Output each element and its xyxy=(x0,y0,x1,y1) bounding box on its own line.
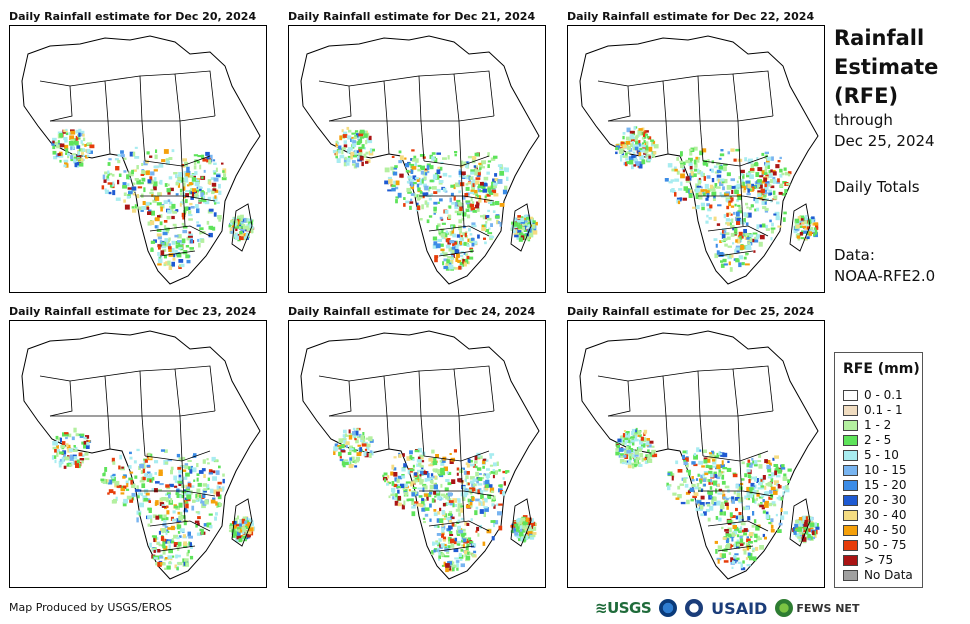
title-line-3: (RFE) xyxy=(834,84,899,108)
legend-swatch xyxy=(843,404,858,416)
end-date: Dec 25, 2024 xyxy=(834,132,935,150)
legend-label: 1 - 2 xyxy=(864,418,892,432)
data-source: NOAA-RFE2.0 xyxy=(834,267,936,285)
africa-map xyxy=(579,35,819,285)
legend-label: 30 - 40 xyxy=(864,508,907,522)
rfe-legend: RFE (mm) 0 - 0.1 0.1 - 1 1 - 2 2 - 5 5 -… xyxy=(834,352,923,588)
africa-map xyxy=(300,330,540,580)
panel-title-dec25: Daily Rainfall estimate for Dec 25, 2024 xyxy=(567,305,815,318)
legend-label: 20 - 30 xyxy=(864,493,907,507)
legend-label: 5 - 10 xyxy=(864,448,899,462)
legend-swatch xyxy=(843,569,858,581)
legend-swatch xyxy=(843,449,858,461)
data-label: Data: xyxy=(834,246,875,264)
legend-swatch xyxy=(843,389,858,401)
legend-item: 20 - 30 xyxy=(843,493,907,507)
map-credit: Map Produced by USGS/EROS xyxy=(9,601,172,614)
legend-label: > 75 xyxy=(864,553,894,567)
legend-swatch xyxy=(843,464,858,476)
legend-swatch xyxy=(843,434,858,446)
africa-map xyxy=(300,35,540,285)
through-label: through xyxy=(834,111,893,129)
rainfall-map-dec21 xyxy=(288,25,546,293)
legend-item: > 75 xyxy=(843,553,893,567)
rainfall-map-dec25 xyxy=(567,320,825,588)
usgs-logo: ≋USGS xyxy=(595,599,652,617)
usaid-logo: USAID xyxy=(711,598,768,618)
legend-item: 0 - 0.1 xyxy=(843,388,903,402)
legend-item: 5 - 10 xyxy=(843,448,899,462)
legend-item: 40 - 50 xyxy=(843,523,907,537)
africa-map xyxy=(579,330,820,580)
legend-label: 2 - 5 xyxy=(864,433,892,447)
partner-logos: ≋USGS USAID FEWS NET xyxy=(595,597,867,619)
legend-label: 50 - 75 xyxy=(864,538,907,552)
legend-swatch xyxy=(843,509,858,521)
legend-swatch xyxy=(843,554,858,566)
fews-net-logo: FEWS NET xyxy=(796,601,860,615)
legend-item: 30 - 40 xyxy=(843,508,907,522)
legend-item: No Data xyxy=(843,568,913,582)
panel-title-dec24: Daily Rainfall estimate for Dec 24, 2024 xyxy=(288,305,536,318)
legend-label: No Data xyxy=(864,568,913,582)
legend-label: 10 - 15 xyxy=(864,463,907,477)
legend-swatch xyxy=(843,479,858,491)
rainfall-map-dec24 xyxy=(288,320,546,588)
product-title: Rainfall Estimate (RFE) xyxy=(834,24,938,111)
legend-swatch xyxy=(843,494,858,506)
legend-swatch xyxy=(843,419,858,431)
legend-item: 15 - 20 xyxy=(843,478,907,492)
legend-label: 40 - 50 xyxy=(864,523,907,537)
legend-swatch xyxy=(843,524,858,536)
legend-label: 0.1 - 1 xyxy=(864,403,903,417)
panel-title-dec22: Daily Rainfall estimate for Dec 22, 2024 xyxy=(567,10,815,23)
legend-title: RFE (mm) xyxy=(843,361,920,377)
legend-item: 10 - 15 xyxy=(843,463,907,477)
rainfall-map-dec20 xyxy=(9,25,267,293)
legend-item: 50 - 75 xyxy=(843,538,907,552)
legend-label: 0 - 0.1 xyxy=(864,388,903,402)
rainfall-map-dec22 xyxy=(567,25,825,293)
panel-title-dec20: Daily Rainfall estimate for Dec 20, 2024 xyxy=(9,10,257,23)
legend-item: 2 - 5 xyxy=(843,433,891,447)
panel-title-dec23: Daily Rainfall estimate for Dec 23, 2024 xyxy=(9,305,257,318)
africa-map xyxy=(21,35,261,285)
legend-item: 1 - 2 xyxy=(843,418,891,432)
legend-swatch xyxy=(843,539,858,551)
panel-title-dec21: Daily Rainfall estimate for Dec 21, 2024 xyxy=(288,10,536,23)
legend-label: 15 - 20 xyxy=(864,478,907,492)
rainfall-map-dec23 xyxy=(9,320,267,588)
legend-item: 0.1 - 1 xyxy=(843,403,903,417)
dos-seal-icon xyxy=(685,599,704,617)
noaa-logo-icon xyxy=(659,599,678,617)
fews-globe-icon xyxy=(775,599,794,617)
daily-totals-label: Daily Totals xyxy=(834,178,920,196)
title-line-2: Estimate xyxy=(834,55,939,79)
africa-map xyxy=(21,330,261,580)
title-line-1: Rainfall xyxy=(834,26,925,50)
